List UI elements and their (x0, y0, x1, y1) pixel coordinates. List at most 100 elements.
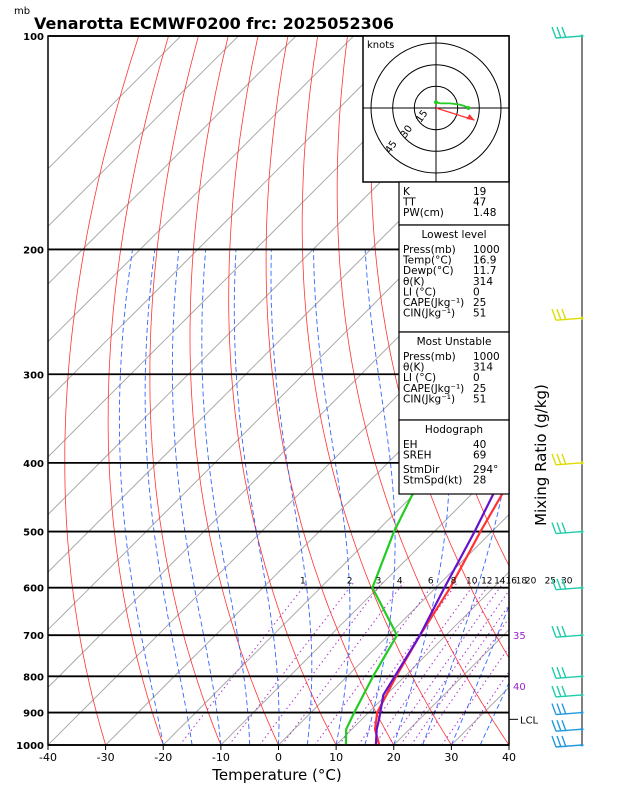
mixing-ratio-line (259, 582, 383, 745)
wind-barb-dot (580, 743, 584, 747)
index-name: CAPE(Jkg⁻¹) (403, 383, 464, 395)
pressure-tick-label: 200 (23, 245, 44, 256)
mixing-ratio-line (357, 582, 476, 745)
wind-barb-flag (551, 735, 557, 748)
mixing-ratio-label: 2 (347, 577, 353, 587)
index-value: 11.7 (473, 265, 496, 277)
mixing-ratio-label: 3 (376, 577, 382, 587)
isotherm-line (48, 36, 297, 285)
pressure-tick-label: 800 (23, 672, 44, 683)
index-name: θ(K) (403, 362, 425, 374)
wind-barb-flag (561, 735, 567, 748)
wind-barb-dot (580, 727, 584, 731)
isotherm-line (48, 52, 509, 516)
index-name: SREH (403, 450, 432, 462)
index-name: K (403, 186, 411, 198)
wind-barb-flag (551, 625, 557, 638)
wind-barbs (551, 26, 584, 748)
index-name: StmDir (403, 464, 440, 476)
indices-box (398, 419, 510, 495)
mixing-ratio-line (373, 582, 491, 745)
index-value: 19 (473, 186, 486, 198)
index-value: 314 (473, 276, 493, 288)
x-tick-label: 0 (275, 751, 282, 764)
wind-barb-flag (556, 453, 562, 466)
index-name: StmSpd(kt) (403, 475, 462, 487)
mixing-ratio-line (179, 582, 308, 745)
wind-barb-flag (551, 522, 557, 534)
mixing-ratio-label: 1 (300, 577, 306, 587)
mixing-ratio-line (228, 582, 354, 745)
pressure-tick-label: 900 (23, 709, 44, 720)
wind-barb-flag (551, 685, 557, 698)
mixing-ratio-line (420, 617, 509, 745)
index-name: CIN(Jkg⁻¹) (403, 308, 455, 320)
mixing-ratio-label: 20 (525, 577, 537, 587)
moist-adiabat-line (233, 249, 280, 745)
index-name: TT (402, 197, 416, 209)
wind-barb-flag (556, 522, 562, 534)
wind-barb-flag (561, 26, 567, 39)
wind-barb-flag (561, 667, 567, 679)
mixing-ratio-label: 4 (397, 577, 403, 587)
wind-barb-flag (551, 578, 557, 590)
index-value: 51 (473, 308, 486, 320)
mixing-ratio-line (410, 604, 509, 745)
indices-table: K 19 TT 47 PW(cm) 1.48 Lowest level Press(mb) 10… (398, 181, 510, 495)
wind-barb-flag (556, 703, 562, 715)
isotherm-line (393, 628, 509, 745)
hodograph-units-label: knots (367, 40, 394, 51)
dry-adiabat-line (228, 36, 337, 745)
wind-barb-flag (561, 578, 567, 590)
dewpoint-profile-line (344, 385, 509, 745)
index-name: Press(mb) (403, 244, 456, 256)
index-name: CIN(Jkg⁻¹) (403, 393, 455, 405)
isotherm-line (220, 456, 509, 745)
isotherm-line (48, 110, 509, 573)
x-tick-label: -10 (212, 751, 230, 764)
mixing-ratio-axis-label: Mixing Ratio (g/kg) (532, 384, 550, 526)
mixing-ratio-label: 16 (505, 577, 517, 587)
dry-adiabat-line (64, 36, 140, 745)
parcel-profile-line (374, 459, 509, 745)
x-tick-label: 30 (444, 751, 458, 764)
wind-barb-dot (580, 674, 584, 678)
wind-barb-dot (580, 34, 584, 38)
x-tick-label: -30 (97, 751, 115, 764)
profiles (344, 385, 509, 745)
index-value: 314 (473, 362, 493, 374)
wind-barb-flag (556, 685, 562, 698)
index-name: θ(K) (403, 276, 425, 288)
index-value: 294° (473, 464, 498, 476)
moist-adiabat-line (364, 249, 396, 745)
mixing-ratio-line (441, 646, 509, 745)
wind-barb-dot (580, 316, 584, 320)
adiabat-value-label: 40 (513, 682, 526, 693)
wind-barb-dot (580, 693, 584, 697)
moist-adiabat-line (144, 249, 193, 745)
moist-adiabat-line (479, 681, 509, 745)
wind-barb-flag (561, 308, 567, 321)
index-name: Dewp(°C) (403, 265, 454, 277)
mixing-ratio-label: 6 (428, 577, 434, 587)
index-value: 1000 (473, 351, 500, 363)
pressure-tick-label: 600 (23, 584, 44, 595)
moist-adiabat-line (201, 249, 251, 745)
pressure-tick-label: 700 (23, 631, 44, 642)
mixing-ratio-label: 25 (545, 577, 556, 587)
isotherm-line (105, 340, 509, 745)
wind-barb-flag (556, 667, 562, 679)
wind-barb-dot (580, 586, 584, 590)
chart-title: Venarotta ECMWF0200 frc: 2025052306 (34, 14, 394, 33)
moist-adiabat-line (171, 249, 222, 745)
wind-barb-flag (551, 26, 557, 39)
index-value: 16.9 (473, 255, 496, 267)
isotherm-line (48, 36, 412, 400)
mixing-ratio-label: 8 (451, 577, 457, 587)
index-value: 0 (473, 286, 480, 298)
mixing-ratio-label: 18 (516, 577, 528, 587)
most-unstable-header: Most Unstable (417, 336, 492, 348)
isotherm-line (48, 36, 354, 343)
lcl-label: LCL (520, 715, 539, 726)
